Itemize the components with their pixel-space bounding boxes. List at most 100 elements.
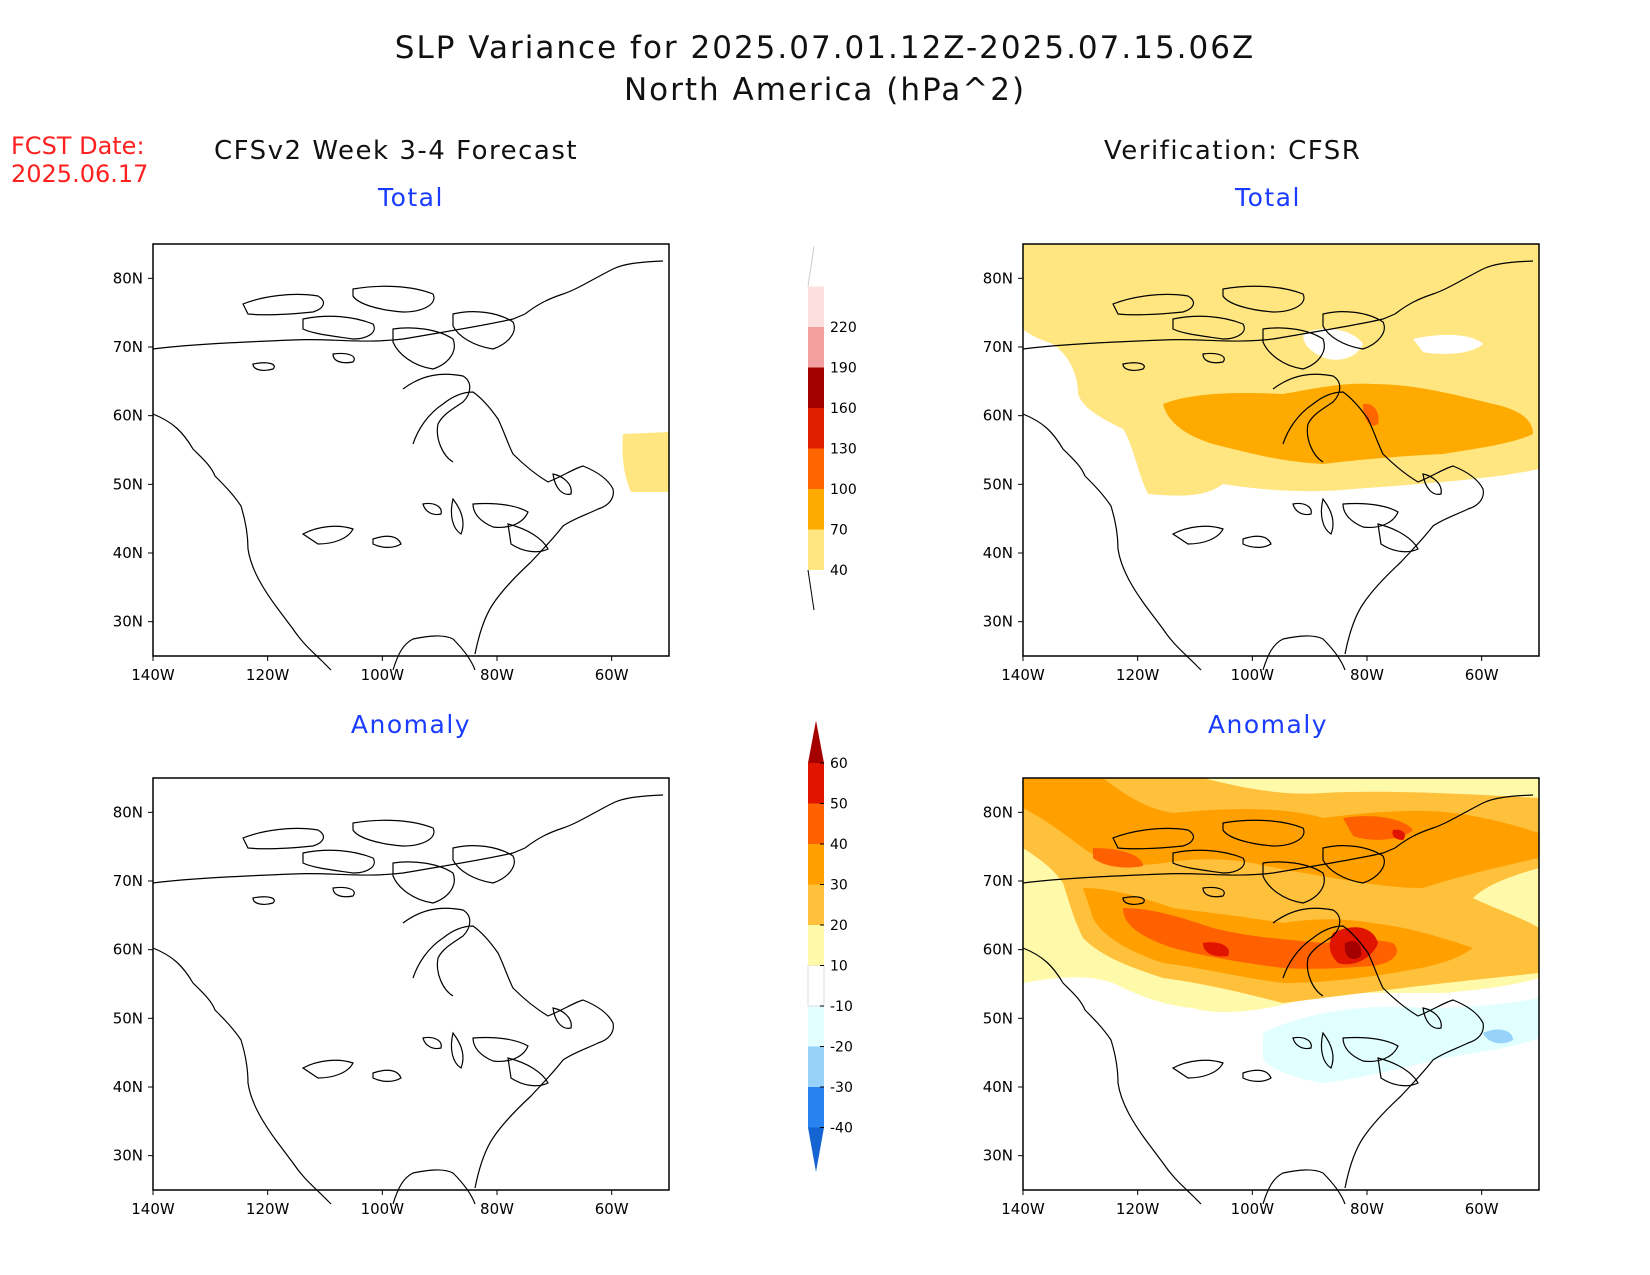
- map-forecast-total: [152, 243, 670, 671]
- colorbar-label: 100: [830, 482, 857, 498]
- lat-tick-label: 60N: [113, 407, 143, 425]
- lon-tick-label: 120W: [246, 666, 290, 684]
- lat-tick-label: 70N: [983, 872, 1013, 890]
- lon-tick-label: 80W: [1350, 666, 1384, 684]
- map-verification-total: [1022, 243, 1540, 671]
- colorbar-label: 30: [830, 878, 848, 894]
- anomaly-shade-40: [1123, 908, 1397, 969]
- colorbar-segment: [808, 763, 824, 804]
- colorbar-label: 40: [830, 837, 848, 853]
- colorbar-label: -40: [830, 1121, 853, 1137]
- colorbar-tail: [807, 246, 815, 287]
- lon-tick-label: 60W: [1465, 666, 1499, 684]
- fcst-date-value: 2025.06.17: [11, 160, 149, 188]
- colorbar-label: 220: [830, 320, 857, 336]
- variance-shade-70: [1163, 383, 1533, 464]
- variance-shade-low: [622, 432, 669, 492]
- lat-tick-label: 80N: [113, 803, 143, 821]
- lat-tick-label: 30N: [113, 613, 143, 631]
- colorbar-segment: [808, 1087, 824, 1128]
- colorbar-segment: [808, 529, 824, 570]
- lon-tick-label: 60W: [1465, 1200, 1499, 1218]
- fcst-date-label: FCST Date:: [11, 132, 145, 160]
- lon-tick-label: 80W: [480, 666, 514, 684]
- variance-shade-100: [1363, 403, 1379, 426]
- lon-tick-label: 60W: [595, 666, 629, 684]
- colorbar-segment: [808, 367, 824, 408]
- colorbar-segment: [807, 965, 825, 1007]
- lat-tick-label: 40N: [113, 544, 143, 562]
- lon-tick-label: 140W: [131, 666, 175, 684]
- colorbar-segment: [808, 1006, 824, 1047]
- colorbar-label: 190: [830, 361, 857, 377]
- colorbar-tail: [807, 569, 815, 611]
- colorbar-segment: [808, 489, 824, 530]
- lat-tick-label: 30N: [983, 1147, 1013, 1165]
- lat-tick-label: 80N: [983, 269, 1013, 287]
- lat-tick-label: 40N: [983, 544, 1013, 562]
- lon-tick-label: 100W: [361, 1200, 405, 1218]
- lon-tick-label: 80W: [1350, 1200, 1384, 1218]
- lon-tick-label: 80W: [480, 1200, 514, 1218]
- colorbar-segment: [808, 720, 824, 763]
- lat-tick-label: 60N: [983, 407, 1013, 425]
- verification-heading: Verification: CFSR: [1104, 136, 1362, 166]
- axis-tick-labels: 80N 70N 60N 50N 40N 30N 140W 120W 100W 80W 60W 80N 7…: [113, 269, 1499, 1218]
- lat-tick-label: 30N: [983, 613, 1013, 631]
- panel-title-forecast-total: Total: [378, 183, 444, 212]
- lon-tick-label: 120W: [1116, 666, 1160, 684]
- colorbar-label: -10: [830, 999, 853, 1015]
- colorbar-segment: [808, 803, 824, 844]
- axis-ticks: [148, 277, 1483, 1195]
- colorbar-label: 10: [830, 959, 848, 975]
- colorbar-segment: [808, 1046, 824, 1087]
- anomaly-shade-neg10: [1263, 998, 1539, 1083]
- lon-tick-label: 100W: [1231, 666, 1275, 684]
- lon-tick-label: 120W: [1116, 1200, 1160, 1218]
- lat-tick-label: 80N: [113, 269, 143, 287]
- lon-tick-label: 120W: [246, 1200, 290, 1218]
- map-verification-anomaly: [1022, 777, 1540, 1205]
- colorbar-segment: [808, 844, 824, 885]
- colorbar-segment: [808, 1127, 824, 1172]
- colorbar-label: 70: [830, 523, 848, 539]
- colorbar-segment: [808, 448, 824, 489]
- lat-tick-label: 70N: [113, 338, 143, 356]
- lat-tick-label: 50N: [983, 1009, 1013, 1027]
- colorbar-label: 50: [830, 797, 848, 813]
- colorbar-label: 20: [830, 918, 848, 934]
- lat-tick-label: 60N: [113, 941, 143, 959]
- lon-tick-label: 140W: [1001, 1200, 1045, 1218]
- colorbar-segment: [808, 286, 824, 327]
- colorbar-label: 160: [830, 401, 857, 417]
- lat-tick-label: 40N: [983, 1078, 1013, 1096]
- page-subtitle: North America (hPa^2): [623, 72, 1027, 108]
- colorbar-segment: [808, 925, 824, 966]
- colorbar-label: 60: [830, 756, 848, 772]
- lat-tick-label: 70N: [983, 338, 1013, 356]
- panel-title-verification-total: Total: [1235, 183, 1301, 212]
- colorbar-label: 40: [830, 563, 848, 579]
- lon-tick-label: 140W: [1001, 666, 1045, 684]
- panel-title-verification-anomaly: Anomaly: [1207, 710, 1329, 739]
- lon-tick-label: 60W: [595, 1200, 629, 1218]
- colorbar-label: -20: [830, 1040, 853, 1056]
- panel-title-forecast-anomaly: Anomaly: [350, 710, 472, 739]
- lon-tick-label: 100W: [361, 666, 405, 684]
- lon-tick-label: 140W: [131, 1200, 175, 1218]
- colorbar-segment: [808, 884, 824, 925]
- colorbar-segment: [808, 408, 824, 449]
- lat-tick-label: 70N: [113, 872, 143, 890]
- lon-tick-label: 100W: [1231, 1200, 1275, 1218]
- page-title: SLP Variance for 2025.07.01.12Z-2025.07.…: [394, 30, 1256, 66]
- map-forecast-anomaly: [152, 777, 670, 1205]
- lat-tick-label: 80N: [983, 803, 1013, 821]
- forecast-heading: CFSv2 Week 3-4 Forecast: [214, 136, 579, 166]
- colorbar-label: -30: [830, 1080, 853, 1096]
- colorbar-label: 130: [830, 442, 857, 458]
- colorbar-total: 40 70 100 130 160 190 220: [807, 246, 857, 611]
- lat-tick-label: 60N: [983, 941, 1013, 959]
- anomaly-shade-neg20: [1483, 1029, 1513, 1044]
- colorbar-segment: [808, 327, 824, 368]
